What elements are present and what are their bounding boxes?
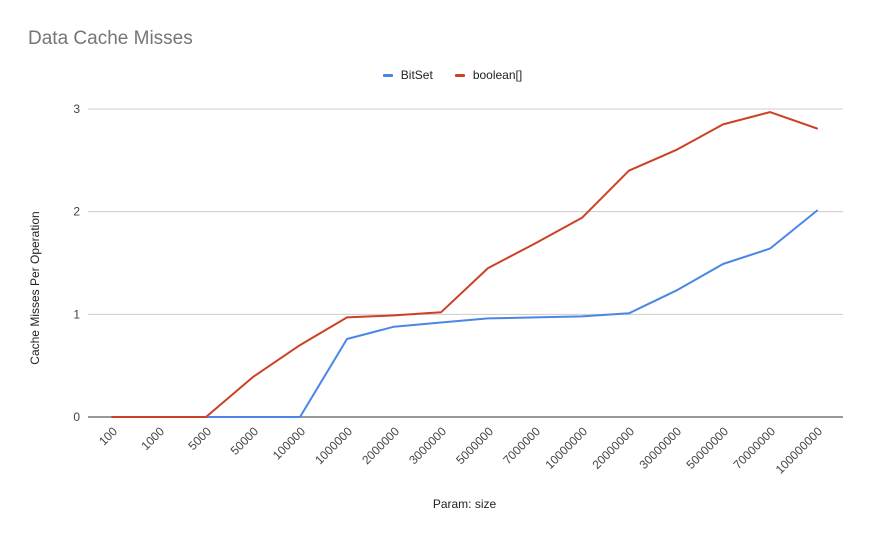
legend-swatch-bitset bbox=[382, 73, 393, 77]
y-tick-label: 3 bbox=[73, 102, 80, 116]
x-tick-label: 70000000 bbox=[730, 424, 778, 472]
x-tick-label: 50000 bbox=[228, 424, 262, 458]
x-tick-label: 30000000 bbox=[636, 424, 684, 472]
x-tick-label: 50000000 bbox=[683, 424, 731, 472]
series-line-boolean-array bbox=[111, 111, 818, 418]
legend: BitSet boolean[] bbox=[18, 68, 869, 82]
legend-item-bitset[interactable]: BitSet bbox=[382, 68, 433, 82]
y-tick-label: 1 bbox=[73, 307, 80, 321]
legend-label-boolean-array: boolean[] bbox=[472, 68, 523, 82]
x-tick-label: 1000 bbox=[138, 424, 167, 453]
series-line-bitset bbox=[111, 209, 818, 418]
x-tick-label: 5000000 bbox=[453, 424, 496, 467]
x-tick-label: 20000000 bbox=[589, 424, 637, 472]
x-tick-label: 100000 bbox=[270, 424, 308, 462]
x-tick-label: 5000 bbox=[185, 424, 214, 453]
x-tick-label: 10000000 bbox=[542, 424, 590, 472]
x-tick-label: 100 bbox=[96, 424, 120, 448]
x-axis-label: Param: size bbox=[432, 497, 497, 511]
y-tick-label: 0 bbox=[73, 410, 80, 424]
legend-swatch-boolean-array bbox=[454, 73, 465, 77]
x-tick-label: 3000000 bbox=[406, 424, 449, 467]
legend-label-bitset: BitSet bbox=[400, 68, 433, 82]
x-tick-label: 100000000 bbox=[773, 424, 826, 477]
x-tick-label: 7000000 bbox=[500, 424, 543, 467]
x-tick-label: 1000000 bbox=[312, 424, 355, 467]
y-tick-label: 2 bbox=[73, 205, 80, 219]
x-tick-label: 2000000 bbox=[359, 424, 402, 467]
chart-title: Data Cache Misses bbox=[28, 28, 193, 49]
legend-item-boolean-array[interactable]: boolean[] bbox=[454, 68, 523, 82]
